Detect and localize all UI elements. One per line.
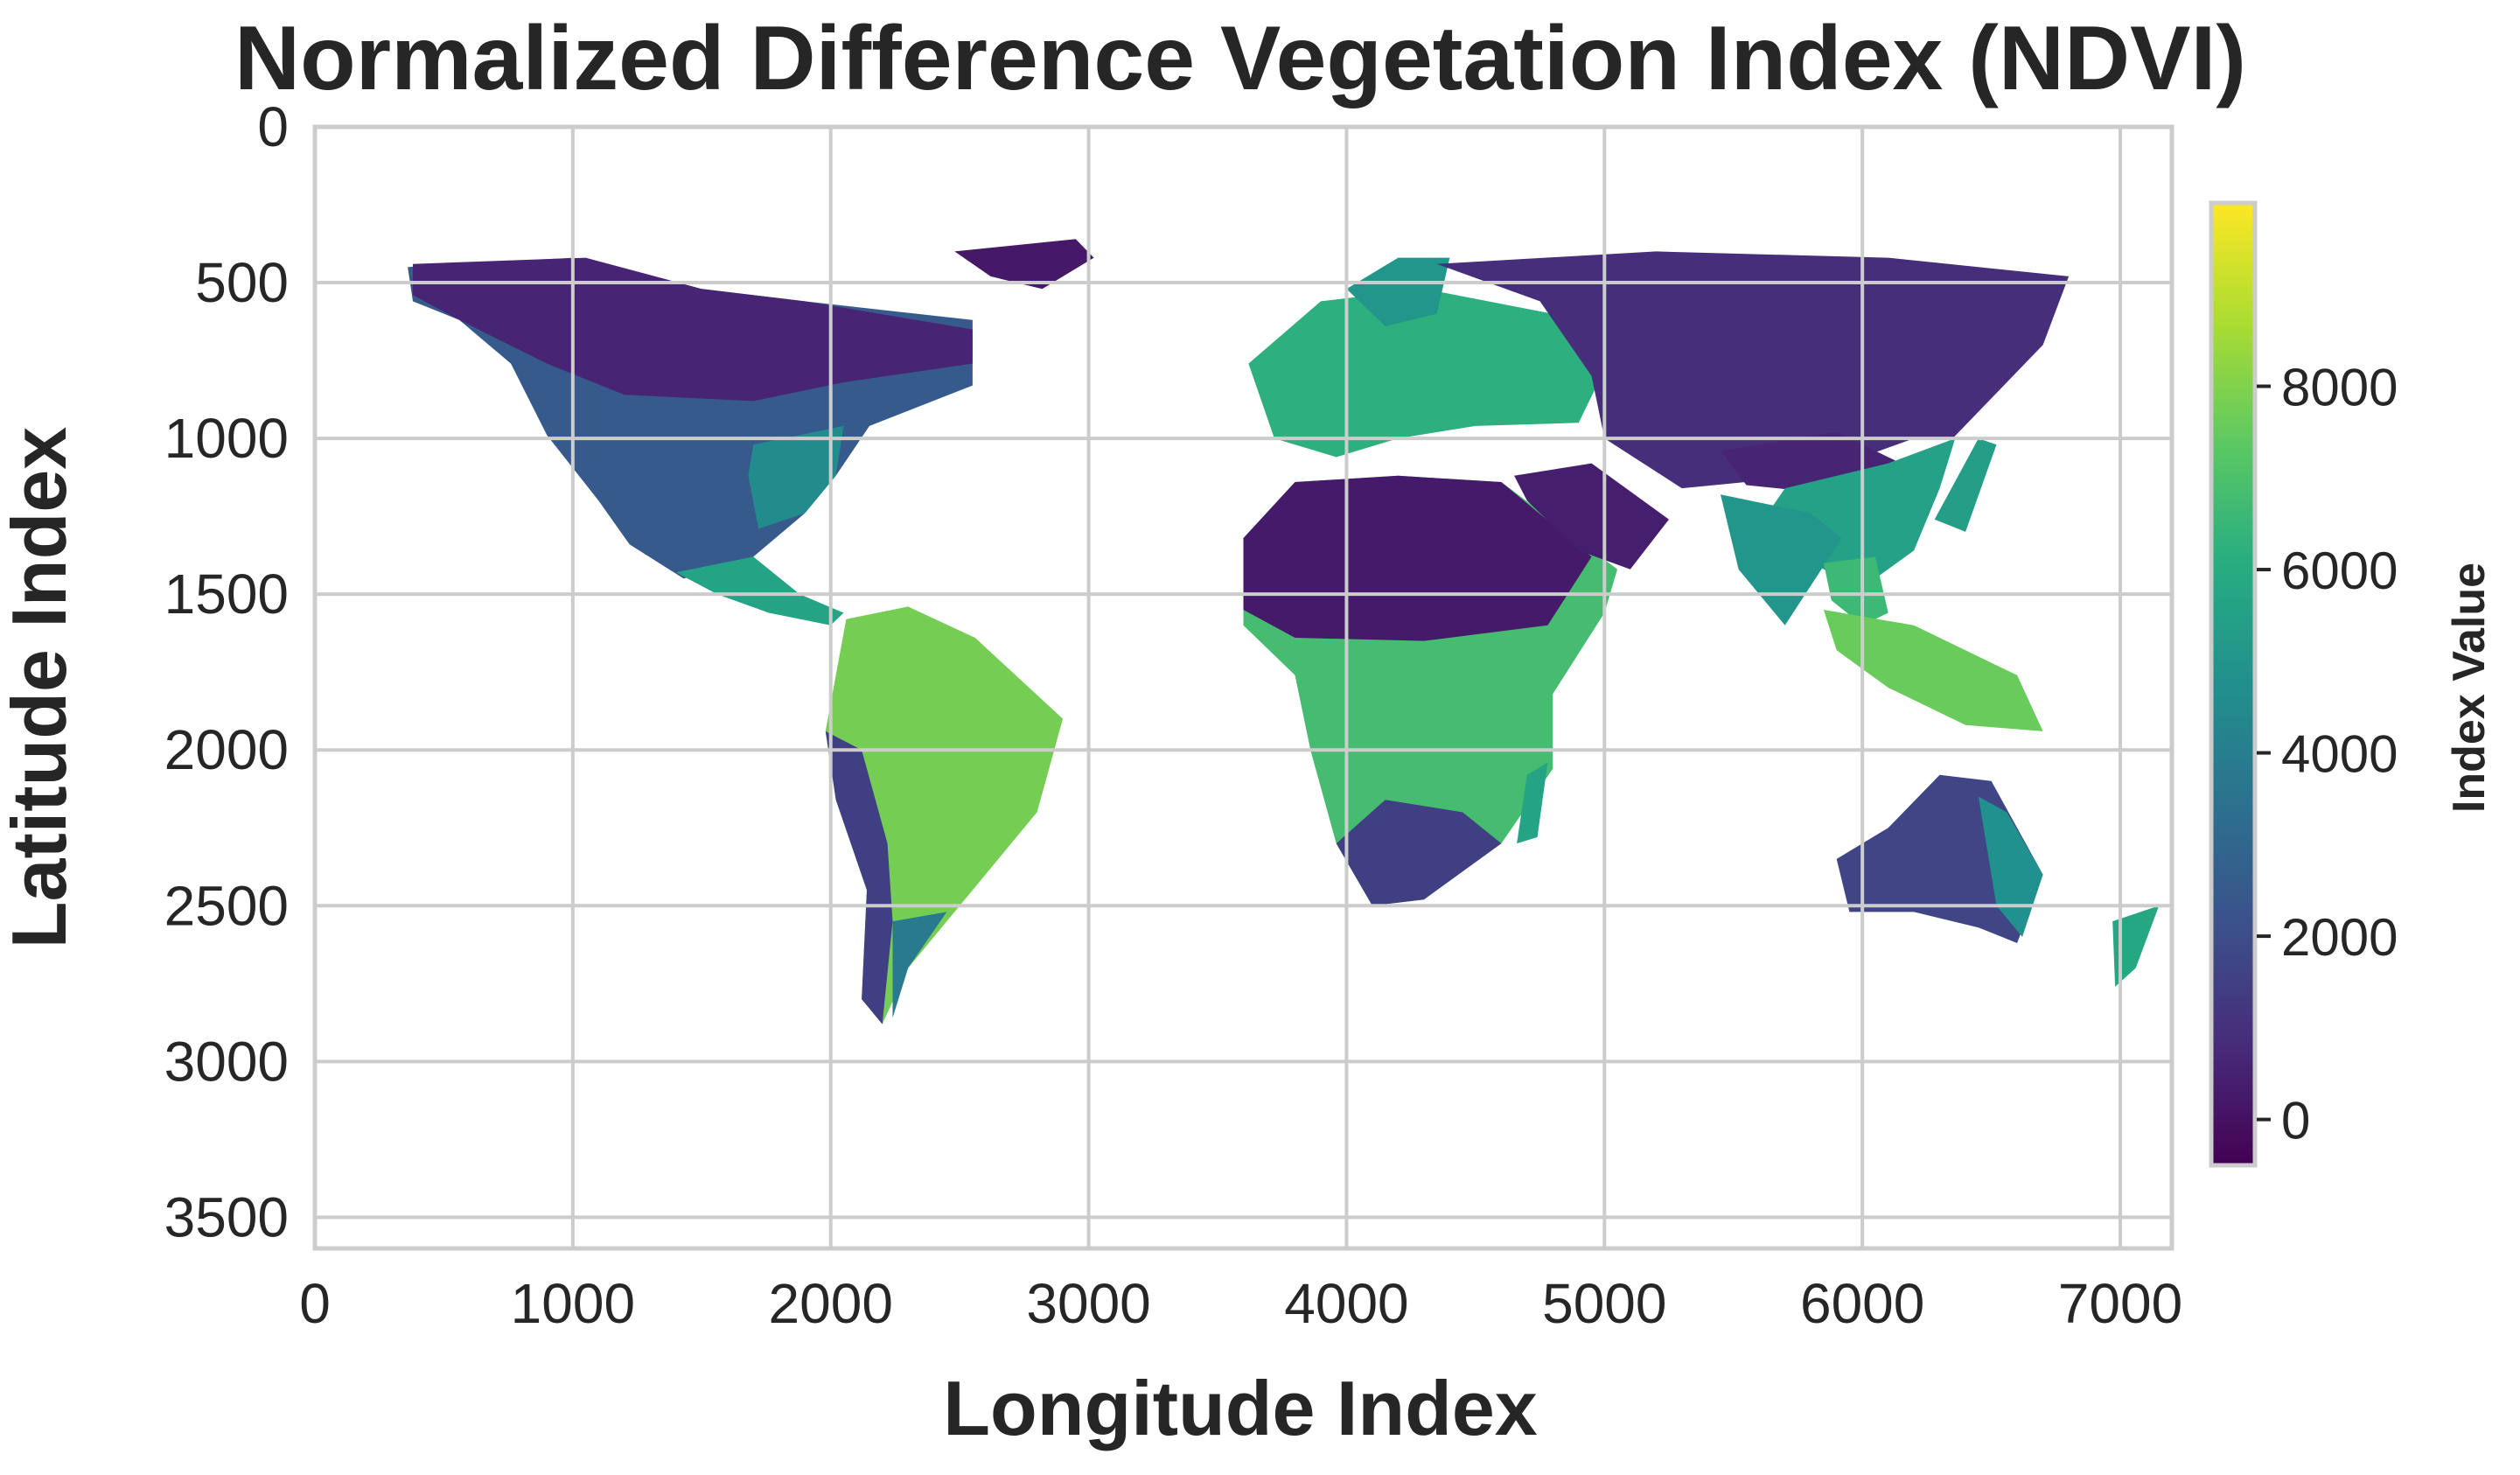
region-scandinavia: [1346, 257, 1450, 326]
x-tick-label: 7000: [2058, 1272, 2182, 1335]
y-tick-label: 0: [257, 95, 289, 158]
x-tick-label: 4000: [1284, 1272, 1408, 1335]
region-indonesia: [1823, 610, 2043, 731]
y-tick-label: 3500: [164, 1185, 289, 1248]
x-tick-label: 0: [299, 1272, 331, 1335]
y-tick-label: 1500: [164, 563, 289, 626]
colorbar-tick-label: 4000: [2281, 725, 2398, 784]
x-tick-label: 6000: [1800, 1272, 1924, 1335]
region-madagascar: [1517, 762, 1548, 844]
y-axis-label: Latitude Index: [0, 427, 82, 949]
y-tick-label: 1000: [164, 407, 289, 470]
chart-title: Normalized Difference Vegetation Index (…: [234, 8, 2246, 109]
heatmap-layer: [408, 239, 2160, 1024]
y-tick-label: 2500: [164, 874, 289, 937]
colorbar-tick-label: 6000: [2281, 542, 2398, 600]
region-arabia: [1514, 463, 1669, 570]
region-patagonia: [892, 912, 947, 1018]
region-new-zealand: [2112, 905, 2160, 987]
region-southeast-us: [748, 425, 844, 529]
x-tick-label: 5000: [1542, 1272, 1666, 1335]
colorbar-gradient: [2209, 200, 2258, 1168]
region-southeast-asia: [1823, 556, 1888, 626]
x-tick-label: 2000: [769, 1272, 893, 1335]
region-central-america: [675, 556, 844, 626]
region-russia: [1436, 251, 2070, 464]
colorbar-tick-label: 0: [2281, 1092, 2310, 1150]
y-tick-label: 500: [195, 251, 289, 314]
colorbar: 0 2000 4000 6000 8000: [2209, 200, 2398, 1168]
y-tick-label: 3000: [164, 1030, 289, 1093]
region-japan: [1934, 438, 1997, 532]
region-europe: [1248, 289, 1605, 458]
region-greenland: [954, 239, 1094, 290]
x-axis-label: Longitude Index: [943, 1365, 1538, 1451]
y-tick-label: 2000: [164, 718, 289, 781]
x-tick-label: 3000: [1026, 1272, 1150, 1335]
x-tick-label: 1000: [511, 1272, 635, 1335]
colorbar-tick-label: 8000: [2281, 359, 2398, 417]
region-australia-east: [1978, 796, 2043, 937]
plot-frame: [312, 124, 2174, 1251]
axes-layer: 0 1000 2000 3000 4000 5000 6000 7000 0 500 1000 150…: [164, 95, 2183, 1335]
region-canada-boreal: [413, 257, 973, 402]
region-southern-africa-dry: [1336, 800, 1502, 906]
colorbar-label: Index Value: [2444, 563, 2495, 813]
region-south-america-dry-west: [825, 731, 893, 1024]
region-india: [1721, 494, 1842, 626]
colorbar-tick-label: 2000: [2281, 908, 2398, 967]
region-sahara: [1243, 475, 1592, 641]
